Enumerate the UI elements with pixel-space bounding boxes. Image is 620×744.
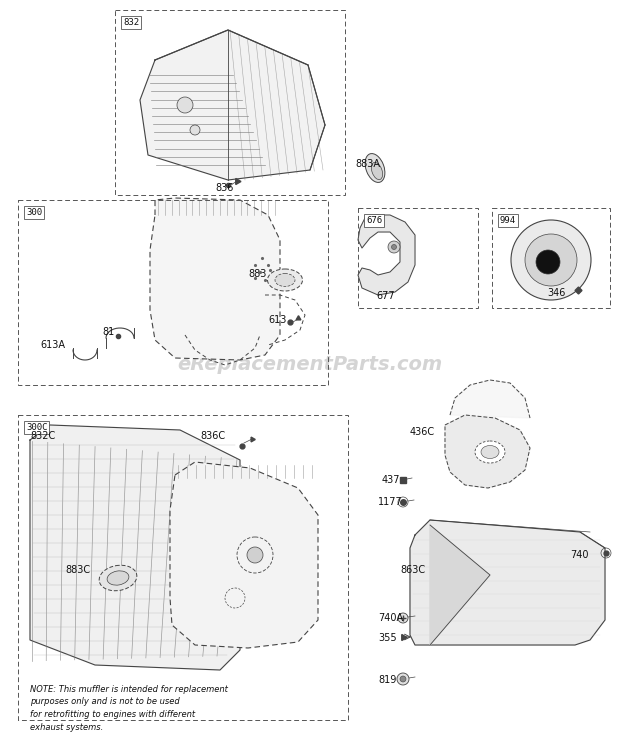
Bar <box>358 208 478 308</box>
Circle shape <box>247 547 263 563</box>
Text: 883C: 883C <box>65 565 90 575</box>
Circle shape <box>177 97 193 113</box>
Bar <box>18 200 328 385</box>
Text: 740A: 740A <box>378 613 403 623</box>
Circle shape <box>397 673 409 685</box>
Ellipse shape <box>475 441 505 463</box>
Ellipse shape <box>275 274 295 286</box>
Polygon shape <box>140 30 325 180</box>
PathPatch shape <box>150 198 280 360</box>
Text: 863C: 863C <box>400 565 425 575</box>
Bar <box>492 208 610 308</box>
Text: 819: 819 <box>378 675 396 685</box>
Ellipse shape <box>365 153 385 182</box>
Text: 346: 346 <box>547 288 565 298</box>
Polygon shape <box>410 520 605 645</box>
Circle shape <box>398 613 408 623</box>
Circle shape <box>400 676 406 682</box>
Circle shape <box>388 241 400 253</box>
Text: 300: 300 <box>26 208 42 217</box>
Text: eReplacementParts.com: eReplacementParts.com <box>177 356 443 374</box>
Text: 355: 355 <box>378 633 397 643</box>
Text: 613A: 613A <box>40 340 65 350</box>
Text: 437: 437 <box>382 475 401 485</box>
Text: 832C: 832C <box>30 431 55 441</box>
Ellipse shape <box>371 162 383 179</box>
Text: 883: 883 <box>248 269 267 279</box>
Circle shape <box>511 220 591 300</box>
Ellipse shape <box>267 269 303 291</box>
Bar <box>115 10 345 195</box>
Circle shape <box>190 125 200 135</box>
Polygon shape <box>430 525 490 645</box>
Circle shape <box>536 250 560 274</box>
Ellipse shape <box>481 446 499 458</box>
Text: 994: 994 <box>500 216 516 225</box>
Circle shape <box>525 234 577 286</box>
Circle shape <box>391 245 397 249</box>
Text: 883A: 883A <box>355 159 380 169</box>
Bar <box>18 415 348 720</box>
Polygon shape <box>450 380 530 418</box>
Polygon shape <box>30 425 240 670</box>
Ellipse shape <box>107 571 129 585</box>
Text: NOTE: This muffler is intended for replacement
purposes only and is not to be us: NOTE: This muffler is intended for repla… <box>30 685 228 731</box>
Text: 436C: 436C <box>410 427 435 437</box>
Text: 1177: 1177 <box>378 497 403 507</box>
Ellipse shape <box>99 565 137 591</box>
PathPatch shape <box>170 462 318 648</box>
Text: 740: 740 <box>570 550 588 560</box>
Text: 81: 81 <box>102 327 114 337</box>
Text: 676: 676 <box>366 216 382 225</box>
Polygon shape <box>358 215 415 295</box>
Text: 836: 836 <box>215 183 233 193</box>
Text: 300C: 300C <box>26 423 48 432</box>
Text: 613: 613 <box>268 315 286 325</box>
Text: 832: 832 <box>123 18 139 27</box>
Polygon shape <box>445 415 530 488</box>
Text: 836C: 836C <box>200 431 225 441</box>
Text: 677: 677 <box>376 291 394 301</box>
